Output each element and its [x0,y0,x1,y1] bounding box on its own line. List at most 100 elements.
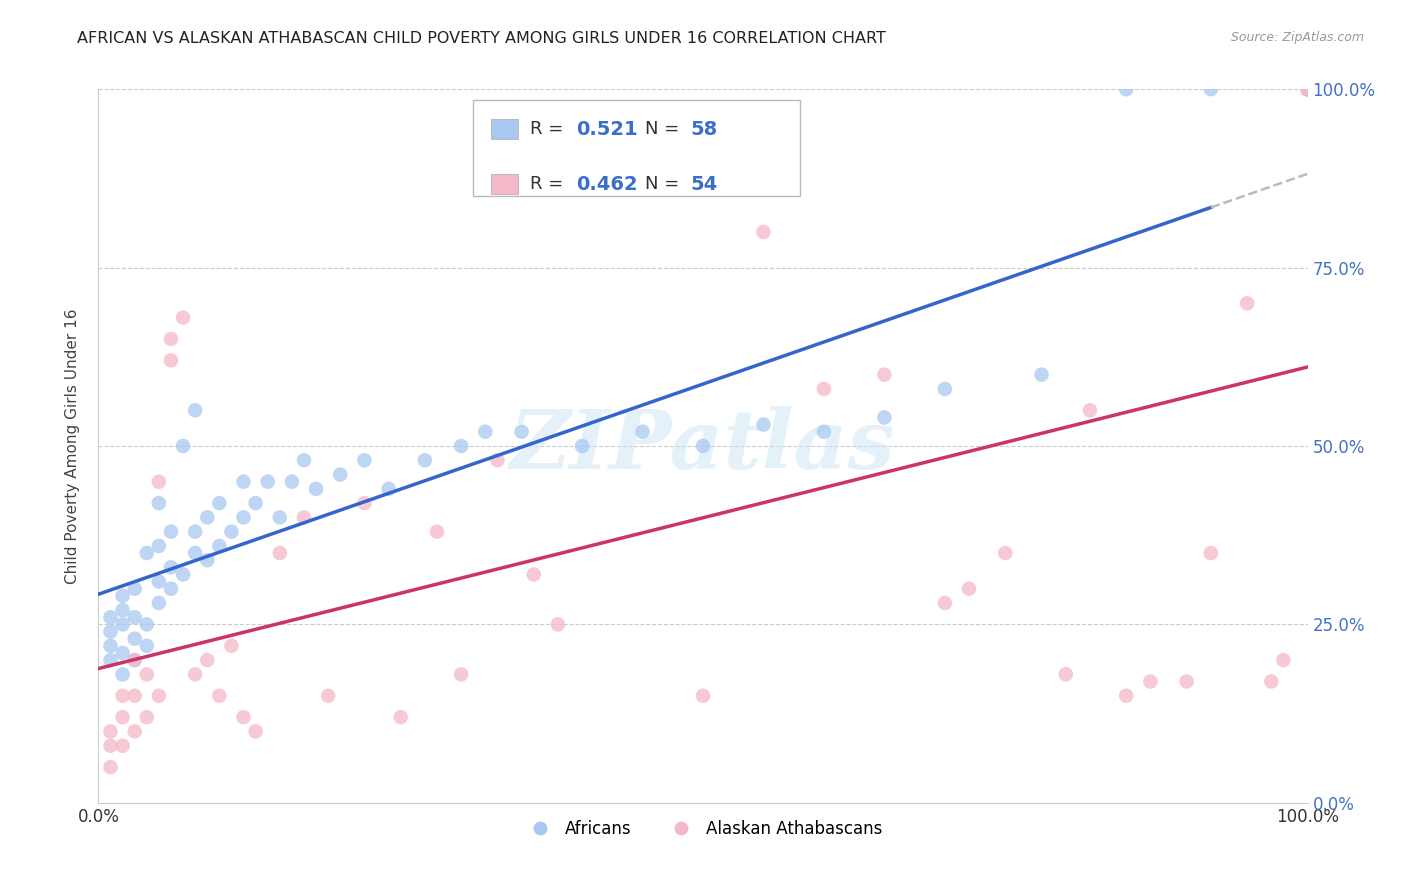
Point [111,689,134,703]
Point [124,689,146,703]
Point [813,382,835,396]
Point [148,574,170,589]
Text: Source: ZipAtlas.com: Source: ZipAtlas.com [1230,31,1364,45]
Point [292,510,315,524]
Point [245,496,267,510]
Point [221,639,243,653]
Point [100,739,122,753]
Point [1078,403,1101,417]
Point [111,646,134,660]
Point [232,510,254,524]
Text: 58: 58 [690,120,718,138]
Y-axis label: Child Poverty Among Girls Under 16: Child Poverty Among Girls Under 16 [65,309,80,583]
Text: AFRICAN VS ALASKAN ATHABASCAN CHILD POVERTY AMONG GIRLS UNDER 16 CORRELATION CHA: AFRICAN VS ALASKAN ATHABASCAN CHILD POVE… [77,31,886,46]
Point [124,653,146,667]
Point [1296,82,1319,96]
Point [100,653,122,667]
Point [184,667,207,681]
Point [160,524,183,539]
Point [184,524,207,539]
Point [124,653,146,667]
Point [160,353,183,368]
Point [1236,296,1258,310]
Point [111,739,134,753]
Point [571,439,593,453]
Point [547,617,569,632]
Point [172,439,194,453]
Point [100,624,122,639]
Point [353,453,375,467]
Point [1296,82,1319,96]
Point [1199,82,1222,96]
Point [111,710,134,724]
Point [232,710,254,724]
Point [523,567,546,582]
Point [208,689,231,703]
Legend: Africans, Alaskan Athabascans: Africans, Alaskan Athabascans [516,814,890,845]
Point [124,610,146,624]
Text: ZIPatlas: ZIPatlas [510,406,896,486]
Point [148,496,170,510]
Point [111,589,134,603]
Point [510,425,533,439]
Point [100,760,122,774]
Point [873,410,896,425]
Point [450,439,472,453]
Point [232,475,254,489]
FancyBboxPatch shape [492,174,517,194]
Text: R =: R = [530,120,569,138]
Point [148,689,170,703]
Point [124,632,146,646]
FancyBboxPatch shape [474,100,800,196]
Point [1272,653,1295,667]
Point [752,417,775,432]
Point [269,546,291,560]
Point [1296,82,1319,96]
Point [692,689,714,703]
Point [135,639,157,653]
Point [111,617,134,632]
Point [160,582,183,596]
Point [208,496,231,510]
Point [305,482,328,496]
Point [486,453,509,467]
Point [1031,368,1053,382]
Point [813,425,835,439]
Point [269,510,291,524]
Point [184,546,207,560]
Point [148,539,170,553]
Point [148,475,170,489]
Point [111,667,134,681]
Point [281,475,304,489]
Point [329,467,352,482]
Point [389,710,412,724]
Point [221,524,243,539]
Point [1260,674,1282,689]
Point [172,310,194,325]
Text: 0.521: 0.521 [576,120,638,138]
Text: R =: R = [530,175,569,194]
Point [450,667,472,681]
Point [184,403,207,417]
Point [195,510,218,524]
Point [245,724,267,739]
Text: N =: N = [645,120,685,138]
Text: N =: N = [645,175,685,194]
FancyBboxPatch shape [492,120,517,139]
Point [160,332,183,346]
Point [1296,82,1319,96]
Text: 54: 54 [690,175,718,194]
Point [256,475,278,489]
Point [957,582,980,596]
Point [1296,82,1319,96]
Point [631,425,654,439]
Point [692,439,714,453]
Point [195,553,218,567]
Point [994,546,1017,560]
Point [1175,674,1198,689]
Point [100,610,122,624]
Point [100,724,122,739]
Point [934,382,956,396]
Point [426,524,449,539]
Point [873,368,896,382]
